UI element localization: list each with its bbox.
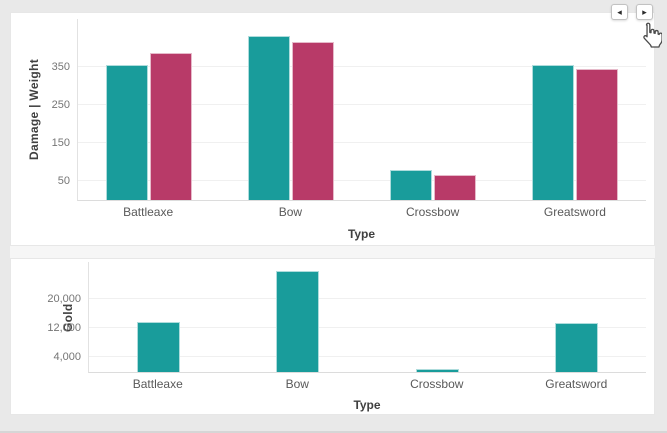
x-tick-label: Greatsword (543, 205, 606, 219)
y-axis-title: Damage | Weight (27, 59, 41, 161)
bar-damage-crossbow[interactable] (390, 169, 432, 200)
x-axis-title: Type (347, 227, 376, 241)
bar-weight-bow[interactable] (292, 41, 334, 200)
scroll-right-button[interactable]: ▸ (636, 4, 653, 20)
x-tick-label: Greatsword (545, 377, 608, 391)
chevron-left-icon: ◂ (617, 6, 622, 17)
x-tick-label: Battleaxe (132, 377, 183, 391)
bar-gold-battleaxe[interactable] (137, 321, 181, 372)
y-tick-label: 250 (51, 98, 70, 111)
x-axis-labels: Battleaxe Bow Crossbow Greatsword (88, 377, 646, 391)
bar-damage-greatsword[interactable] (532, 64, 574, 200)
category-group-battleaxe (78, 19, 220, 200)
plot-area: 50 150 250 350 (52, 19, 646, 201)
canvas-gap (10, 246, 655, 258)
category-group-greatsword (504, 19, 646, 200)
category-group-crossbow (362, 19, 504, 200)
scroll-left-button[interactable]: ◂ (611, 4, 628, 20)
x-tick-label: Bow (278, 205, 303, 219)
y-tick-label: 4,000 (53, 351, 81, 364)
bar-damage-bow[interactable] (248, 36, 290, 200)
bar-weight-greatsword[interactable] (576, 68, 618, 200)
category-group-bow (220, 19, 362, 200)
y-tick-label: 150 (51, 136, 70, 149)
bar-gold-bow[interactable] (276, 271, 320, 372)
bar-groups (89, 262, 646, 372)
gridline (78, 179, 646, 181)
gridline (78, 65, 646, 67)
gridline (78, 141, 646, 143)
damage-weight-bar-chart: Damage | Weight 50 150 250 350 Battleaxe Bow Cr… (10, 12, 655, 246)
plot-area: 4,000 12,000 20,000 (47, 262, 646, 373)
x-axis-labels: Battleaxe Bow Crossbow Greatsword (77, 205, 646, 219)
gridline (89, 297, 646, 299)
y-tick-label: 12,000 (47, 322, 81, 334)
x-axis-title: Type (353, 398, 381, 412)
bar-weight-crossbow[interactable] (434, 175, 476, 200)
x-tick-label: Crossbow (405, 205, 460, 219)
bar-gold-greatsword[interactable] (554, 322, 598, 372)
chevron-right-icon: ▸ (642, 6, 647, 17)
category-group-greatsword (507, 262, 646, 372)
gridline (78, 103, 646, 105)
category-group-crossbow (368, 262, 507, 372)
gridline (89, 327, 646, 328)
category-group-bow (228, 262, 367, 372)
category-pager: ◂ ▸ (611, 4, 653, 20)
y-tick-label: 20,000 (47, 292, 81, 305)
bar-groups (78, 19, 646, 200)
bar-damage-battleaxe[interactable] (106, 64, 148, 200)
category-group-battleaxe (89, 262, 228, 372)
bar-weight-battleaxe[interactable] (150, 53, 192, 200)
gridline (89, 356, 646, 358)
gold-bar-chart: Gold 4,000 12,000 20,000 Battleaxe Bow Crossbo… (10, 258, 655, 415)
y-tick-label: 50 (57, 174, 70, 187)
x-tick-label: Crossbow (410, 377, 464, 391)
y-tick-label: 350 (51, 60, 70, 73)
x-tick-label: Battleaxe (123, 205, 174, 219)
bar-gold-crossbow[interactable] (415, 369, 459, 372)
x-tick-label: Bow (285, 377, 309, 391)
